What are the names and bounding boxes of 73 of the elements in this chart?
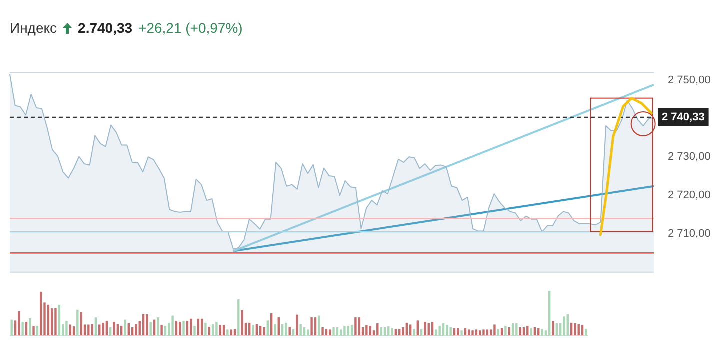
y-tick-label: 2 750,00 (668, 74, 711, 86)
bar (10, 320, 13, 336)
bar (157, 318, 160, 336)
bar (322, 327, 324, 336)
bar (552, 321, 554, 336)
bar (124, 320, 126, 336)
bar (102, 322, 104, 336)
bar (391, 328, 394, 336)
bar (80, 312, 82, 336)
y-tick-label: 2 710,00 (668, 228, 711, 240)
y-tick-label: 2 720,00 (668, 190, 711, 202)
bar (438, 326, 441, 336)
bar (300, 324, 302, 336)
bar (135, 324, 138, 336)
ref-line-label: 2 740,33 (662, 111, 705, 124)
bar (150, 322, 152, 336)
bar (32, 326, 35, 336)
bar (369, 326, 372, 336)
bar (182, 321, 185, 336)
bar (332, 327, 335, 336)
bar (40, 292, 42, 336)
bar (416, 320, 419, 336)
bar (563, 316, 566, 336)
bar (216, 322, 218, 336)
bar (66, 321, 68, 336)
bar (519, 327, 522, 336)
bar (160, 325, 163, 336)
bar (530, 328, 532, 336)
chart-title: Индекс (10, 20, 58, 36)
bar (413, 329, 416, 336)
bar (585, 329, 588, 336)
bar (50, 308, 54, 336)
text: 2.740,33 (78, 20, 133, 36)
bar (230, 330, 232, 336)
bar (548, 291, 551, 336)
bar (263, 327, 266, 336)
bar (344, 326, 346, 336)
bar (146, 314, 148, 336)
bar (296, 314, 298, 336)
bar (204, 322, 207, 336)
bar (380, 327, 382, 336)
bar (450, 327, 452, 336)
bar (22, 322, 24, 336)
bar (354, 318, 357, 336)
bar (241, 310, 244, 336)
bar (460, 330, 463, 336)
bar (494, 324, 496, 336)
bar (194, 326, 196, 336)
bar (504, 326, 507, 336)
bar (366, 325, 368, 336)
bar (238, 300, 240, 336)
bar (310, 318, 313, 336)
bar (435, 330, 438, 336)
bar (482, 330, 485, 336)
bar (252, 325, 254, 336)
bar (446, 325, 448, 336)
bar (91, 324, 94, 336)
text: +26,21 (+0,97%) (138, 20, 243, 36)
y-tick-label: 2 730,00 (668, 151, 711, 164)
bar (574, 323, 576, 336)
bar (274, 324, 276, 336)
bar (285, 322, 288, 336)
bar (472, 330, 474, 336)
bar (266, 320, 270, 336)
bar (76, 310, 79, 336)
bar (541, 329, 544, 336)
bar (172, 316, 174, 336)
bar (226, 330, 229, 336)
bar (54, 308, 57, 336)
bar (424, 322, 426, 336)
bar (516, 323, 518, 336)
bar (113, 322, 116, 336)
bar (402, 327, 404, 336)
